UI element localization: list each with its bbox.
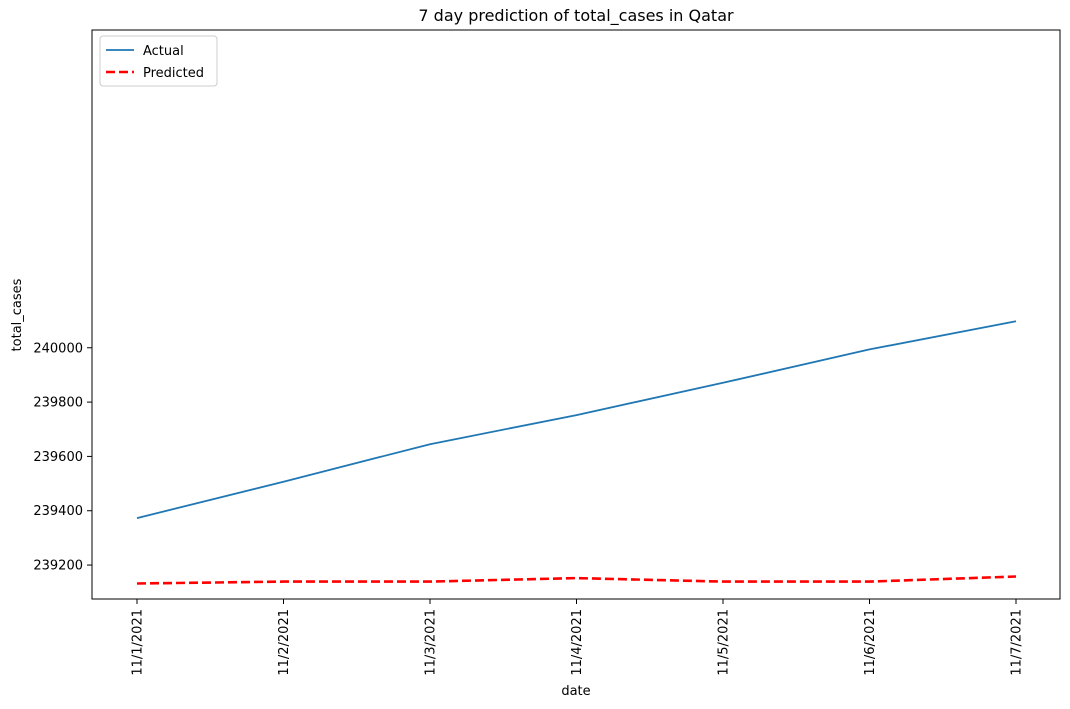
y-tick-label: 239400 bbox=[33, 504, 83, 519]
chart-title: 7 day prediction of total_cases in Qatar bbox=[418, 6, 734, 26]
x-tick-label: 11/6/2021 bbox=[863, 609, 878, 676]
y-axis: 239200 239400 239600 239800 240000 bbox=[33, 341, 92, 574]
y-tick-label: 239800 bbox=[33, 396, 83, 411]
series-line-predicted bbox=[136, 575, 1017, 585]
x-tick-label: 11/4/2021 bbox=[570, 609, 585, 676]
y-tick-label: 239200 bbox=[33, 559, 83, 574]
x-tick-label: 11/7/2021 bbox=[1010, 609, 1025, 676]
y-tick-label: 240000 bbox=[33, 341, 83, 356]
legend-box bbox=[99, 35, 218, 87]
series-layer bbox=[136, 320, 1017, 585]
plot-area bbox=[91, 29, 1061, 600]
y-tick-label: 239600 bbox=[33, 450, 83, 465]
x-tick-label: 11/5/2021 bbox=[717, 609, 732, 676]
x-tick-label: 11/3/2021 bbox=[424, 609, 439, 676]
series-line-actual bbox=[136, 320, 1017, 519]
x-axis: 11/1/2021 11/2/2021 11/3/2021 11/4/2021 11/5… bbox=[131, 599, 1025, 676]
x-axis-label: date bbox=[561, 684, 590, 699]
y-axis-label: total_cases bbox=[10, 278, 25, 351]
x-tick-label: 11/1/2021 bbox=[131, 609, 146, 676]
legend: Actual Predicted bbox=[99, 35, 218, 87]
x-tick-label: 11/2/2021 bbox=[277, 609, 292, 676]
legend-label-actual: Actual bbox=[143, 44, 184, 59]
legend-label-predicted: Predicted bbox=[143, 66, 204, 81]
